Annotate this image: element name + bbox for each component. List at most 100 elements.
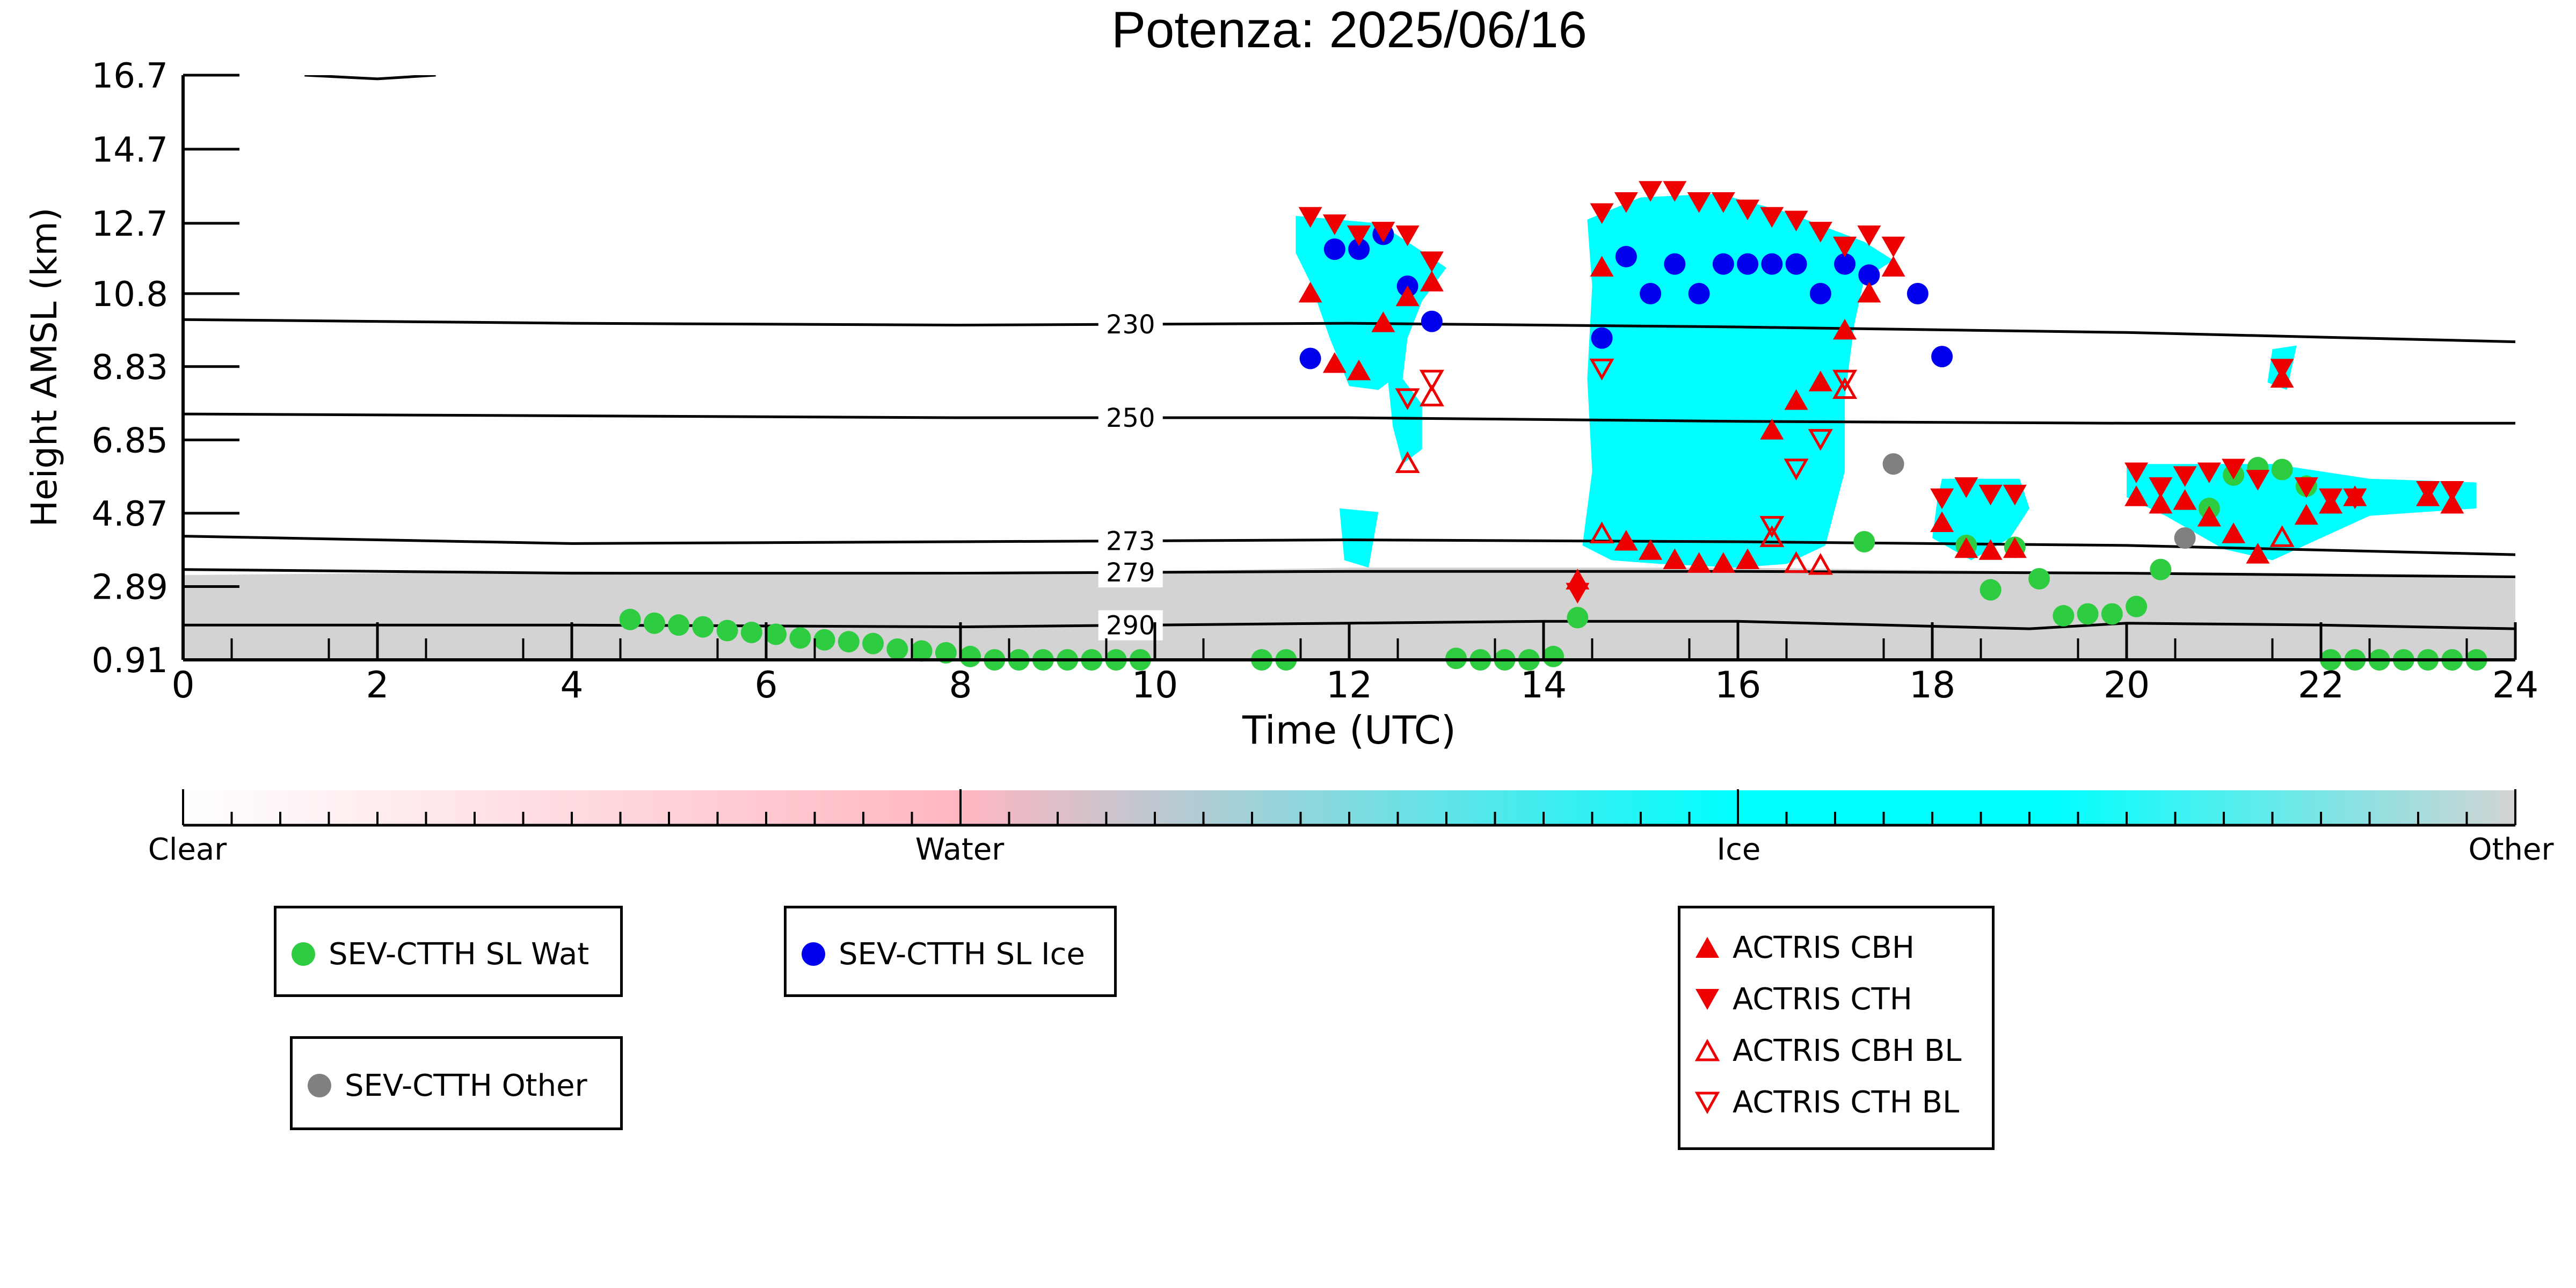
marker-sev-ctth-sl-ice xyxy=(1348,238,1370,260)
colorbar-label: Ice xyxy=(1716,832,1761,867)
marker-sev-ctth-sl-ice xyxy=(1834,253,1856,275)
marker-actris-cbh xyxy=(2222,522,2246,543)
marker-sev-ctth-sl-wat xyxy=(2028,567,2050,590)
marker-sev-ctth-sl-wat xyxy=(2271,459,2293,481)
marker-sev-ctth-sl-ice xyxy=(1931,346,1953,368)
marker-actris-cth xyxy=(2173,466,2197,487)
marker-sev-ctth-other xyxy=(1882,453,1904,475)
marker-sev-ctth-sl-wat xyxy=(959,645,981,667)
legend-entry: SEV-CTTH SL Wat xyxy=(290,935,589,973)
y-tick-label: 6.85 xyxy=(92,421,169,461)
marker-actris-cbh xyxy=(2440,493,2464,514)
y-tick-label: 2.89 xyxy=(92,567,169,607)
marker-actris-cth-bl xyxy=(1832,369,1858,392)
marker-sev-ctth-sl-wat xyxy=(2101,603,2123,625)
marker-actris-cbh xyxy=(1420,271,1444,292)
y-tick-label: 14.7 xyxy=(92,130,169,170)
marker-actris-cbh xyxy=(1663,548,1687,569)
isotherm-label-bg xyxy=(1098,557,1163,588)
marker-sev-ctth-sl-wat xyxy=(862,632,884,654)
marker-actris-cth xyxy=(1639,181,1663,202)
marker-sev-ctth-sl-wat xyxy=(2053,605,2075,627)
marker-actris-cth xyxy=(2416,481,2440,502)
marker-actris-cbh xyxy=(2173,489,2197,510)
marker-actris-cbh xyxy=(1857,281,1881,303)
marker-sev-ctth-sl-wat xyxy=(716,620,738,642)
y-axis-label: Height AMSL (km) xyxy=(24,208,65,527)
marker-sev-ctth-sl-wat xyxy=(2126,595,2148,617)
x-tick-label: 24 xyxy=(2492,664,2539,707)
marker-actris-cth-bl xyxy=(1808,429,1833,451)
marker-sev-ctth-sl-ice xyxy=(1906,282,1929,304)
cloud-region-ice xyxy=(1339,508,1379,568)
marker-actris-cth xyxy=(1322,214,1347,235)
marker-actris-cbh xyxy=(1881,256,1905,277)
marker-actris-cth xyxy=(1566,583,1590,604)
marker-actris-cbh xyxy=(1978,539,2003,560)
marker-actris-cth xyxy=(1663,181,1687,202)
marker-actris-cbh xyxy=(1298,281,1322,303)
marker-actris-cth-bl xyxy=(1784,459,1809,481)
marker-actris-cbh xyxy=(1930,511,1954,533)
x-tick-label: 20 xyxy=(2104,664,2150,707)
marker-sev-ctth-sl-wat xyxy=(813,629,835,651)
marker-sev-ctth-sl-wat xyxy=(1980,579,2002,601)
marker-actris-cth xyxy=(1857,225,1881,246)
marker-actris-cbh xyxy=(2149,493,2173,514)
marker-sev-ctth-sl-ice xyxy=(1323,238,1345,260)
legend-entry: ACTRIS CBH BL xyxy=(1694,1032,1961,1069)
marker-actris-cbh xyxy=(1808,370,1832,391)
marker-actris-cth xyxy=(1808,222,1832,243)
marker-actris-cth-bl xyxy=(1419,369,1444,392)
marker-actris-cth-bl xyxy=(1759,516,1785,538)
x-tick-label: 2 xyxy=(366,664,389,707)
triangle-up-open-icon xyxy=(1694,1038,1720,1061)
blue-circle-icon xyxy=(802,942,825,966)
marker-actris-cth xyxy=(2124,462,2149,483)
marker-sev-ctth-sl-wat xyxy=(2150,558,2172,580)
colorbar-label: Other xyxy=(2468,832,2554,867)
marker-actris-cbh xyxy=(2197,506,2221,527)
isotherm-line xyxy=(183,535,2515,556)
marker-actris-cbh xyxy=(1395,285,1420,307)
legend-sev-other: SEV-CTTH Other xyxy=(290,1036,623,1130)
marker-actris-cth xyxy=(1711,192,1735,213)
marker-actris-cbh xyxy=(1590,256,1614,277)
marker-actris-cth xyxy=(1978,484,2003,506)
marker-actris-cbh-bl xyxy=(1784,551,1809,573)
marker-actris-cth xyxy=(1371,222,1395,243)
marker-actris-cth-bl xyxy=(1589,359,1614,381)
x-tick-label: 8 xyxy=(949,664,972,707)
marker-actris-cbh-bl xyxy=(2269,525,2295,547)
y-tick-label: 10.8 xyxy=(92,275,169,315)
marker-actris-cbh xyxy=(1833,318,1857,340)
y-tick-label: 16.7 xyxy=(92,56,169,96)
marker-sev-ctth-other xyxy=(2174,527,2196,549)
marker-actris-cbh xyxy=(1954,537,1978,558)
x-tick-label: 18 xyxy=(1909,664,1956,707)
marker-actris-cth xyxy=(2440,481,2464,502)
isotherm-line xyxy=(183,412,2515,425)
chart-title: Potenza: 2025/06/16 xyxy=(1111,1,1587,59)
marker-sev-ctth-sl-ice xyxy=(1761,253,1783,275)
legend-actris: ACTRIS CBH ACTRIS CTH ACTRIS CBH BL ACTR… xyxy=(1678,906,1995,1150)
marker-actris-cth xyxy=(1614,192,1638,213)
marker-actris-cth xyxy=(1784,210,1808,231)
marker-actris-cth xyxy=(1687,192,1711,213)
marker-sev-ctth-sl-ice xyxy=(1809,282,1831,304)
marker-sev-ctth-sl-ice xyxy=(1712,253,1734,275)
marker-actris-cbh xyxy=(1711,552,1735,573)
marker-sev-ctth-sl-wat xyxy=(643,612,665,634)
marker-actris-cbh xyxy=(1687,552,1711,573)
marker-actris-cth xyxy=(1347,225,1371,246)
marker-actris-cth xyxy=(2246,470,2270,491)
marker-actris-cbh xyxy=(2124,485,2149,506)
isotherm-label-bg xyxy=(1098,309,1163,340)
isotherm-line xyxy=(304,75,436,81)
marker-actris-cth xyxy=(2197,462,2221,483)
legend-label: SEV-CTTH Other xyxy=(345,1068,587,1103)
x-tick-label: 12 xyxy=(1326,664,1373,707)
cloud-region-ice xyxy=(2127,464,2477,561)
isotherm-label: 230 xyxy=(1106,310,1155,340)
